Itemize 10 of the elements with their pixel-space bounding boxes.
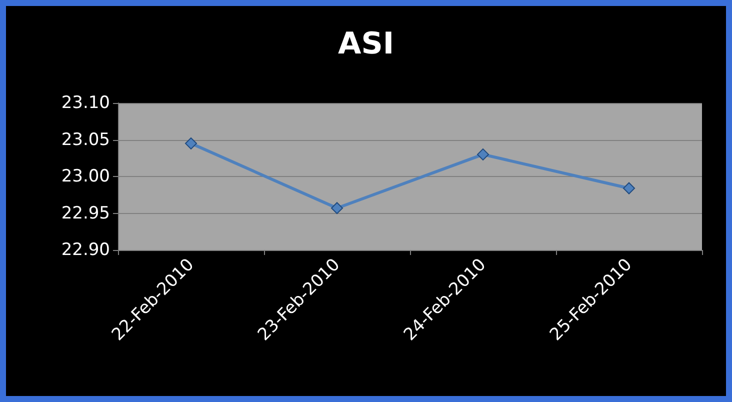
point xyxy=(623,182,635,194)
y-tick-label: 23.05 xyxy=(61,130,110,150)
y-tick-label: 22.90 xyxy=(61,240,110,260)
point xyxy=(331,202,343,214)
y-tick-label: 23.10 xyxy=(61,93,110,113)
y-tick-label: 22.95 xyxy=(61,203,110,224)
point xyxy=(185,137,197,150)
point xyxy=(477,148,489,160)
chart-title: ASI xyxy=(338,26,394,62)
y-tick-label: 23.00 xyxy=(61,166,110,186)
